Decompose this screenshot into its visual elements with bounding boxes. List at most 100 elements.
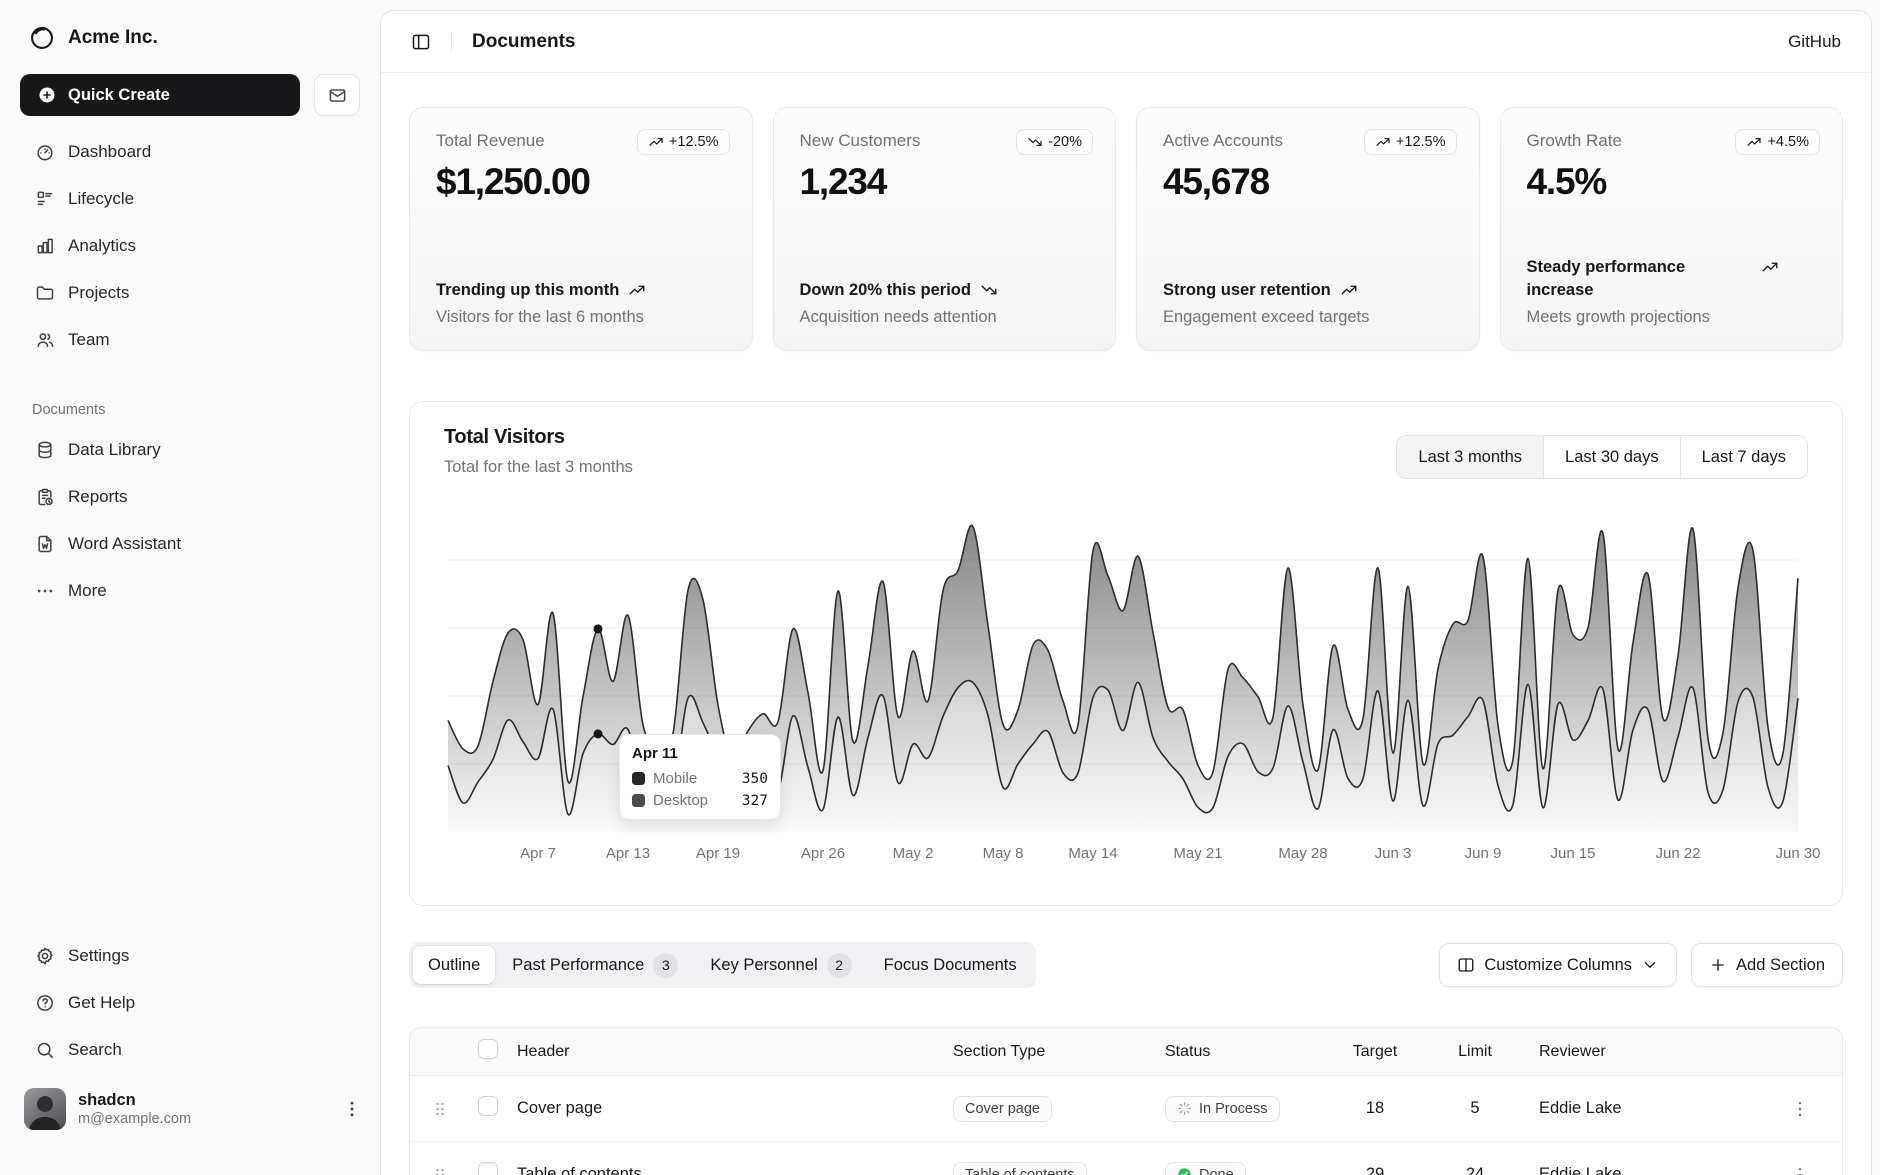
col-status: Status <box>1165 1042 1211 1060</box>
cell-limit[interactable]: 24 <box>1465 1165 1485 1175</box>
search-icon <box>37 1042 53 1058</box>
x-axis-tick: May 14 <box>1068 845 1118 862</box>
sidebar-item-more[interactable]: More <box>20 569 360 613</box>
avatar <box>24 1088 66 1130</box>
row-menu-icon[interactable] <box>1790 1165 1810 1175</box>
tab-focus-documents[interactable]: Focus Documents <box>883 955 1017 974</box>
stat-value: 4.5% <box>1526 161 1608 202</box>
col-reviewer: Reviewer <box>1539 1042 1606 1060</box>
add-section-button[interactable]: Add Section <box>1691 943 1843 987</box>
sidebar-item-data-library[interactable]: Data Library <box>20 428 360 472</box>
x-axis-tick: Jun 30 <box>1775 845 1821 862</box>
cell-target[interactable]: 18 <box>1365 1099 1385 1117</box>
stat-label: Active Accounts <box>1163 131 1284 150</box>
drag-handle-icon[interactable] <box>430 1099 450 1119</box>
x-axis-tick: May 21 <box>1173 845 1223 862</box>
sidebar-item-settings[interactable]: Settings <box>20 934 360 978</box>
mobile-swatch <box>632 772 645 785</box>
report-icon <box>38 488 53 506</box>
status-badge: In Process <box>1165 1095 1280 1122</box>
sidebar-item-projects[interactable]: Projects <box>20 271 360 315</box>
row-checkbox[interactable] <box>478 1162 498 1175</box>
cell-header[interactable]: Table of contents <box>517 1165 642 1175</box>
github-link[interactable]: GitHub <box>1788 31 1841 51</box>
sidebar-nav: Dashboard Lifecycle Analytics Projects <box>20 130 360 362</box>
sidebar-item-dashboard[interactable]: Dashboard <box>20 130 360 174</box>
stat-card-active-accounts: Active Accounts +12.5% 45,678 Strong use… <box>1136 107 1480 351</box>
list-details-icon <box>37 191 53 206</box>
sidebar-toggle-icon[interactable] <box>411 32 431 52</box>
trending-down-icon <box>981 285 997 295</box>
stat-card-total-revenue: Total Revenue +12.5% $1,250.00 Trending … <box>409 107 753 351</box>
customize-columns-button[interactable]: Customize Columns <box>1439 943 1678 987</box>
plus-circle-icon <box>39 87 55 103</box>
tooltip-date: Apr 11 <box>632 745 678 762</box>
chart-title: Total Visitors <box>444 426 565 448</box>
tab-key-personnel[interactable]: Key Personnel 2 <box>695 946 866 984</box>
chart-subtitle: Total for the last 3 months <box>444 458 633 476</box>
row-menu-icon[interactable] <box>1790 1099 1810 1119</box>
range-last-3-months[interactable]: Last 3 months <box>1397 436 1544 478</box>
gear-icon <box>37 947 53 965</box>
quick-create-button[interactable]: Quick Create <box>20 74 300 116</box>
select-all-checkbox[interactable] <box>478 1039 498 1059</box>
x-axis-tick: Jun 3 <box>1374 845 1412 862</box>
x-axis-tick: Apr 19 <box>695 845 741 862</box>
stat-footer-title: Down 20% this period <box>800 279 1090 301</box>
x-axis-tick: Apr 13 <box>605 845 651 862</box>
brand[interactable]: Acme Inc. <box>20 18 360 58</box>
cell-reviewer[interactable]: Eddie Lake <box>1539 1165 1622 1175</box>
sidebar: Acme Inc. Quick Create Dashboard <box>0 0 380 1175</box>
sidebar-item-team[interactable]: Team <box>20 318 360 362</box>
x-axis-tick: May 28 <box>1278 845 1328 862</box>
bar-chart-icon <box>37 238 53 254</box>
range-last-30-days[interactable]: Last 30 days <box>1543 436 1680 478</box>
cell-limit[interactable]: 5 <box>1470 1099 1480 1117</box>
trend-badge: -20% <box>1016 129 1093 155</box>
page-header: Documents GitHub <box>381 11 1871 73</box>
sidebar-item-search[interactable]: Search <box>20 1028 360 1072</box>
cell-target[interactable]: 29 <box>1365 1165 1385 1175</box>
visitors-chart-card: Total Visitors Total for the last 3 mont… <box>409 401 1843 906</box>
row-checkbox[interactable] <box>478 1096 498 1116</box>
desktop-swatch <box>632 794 645 807</box>
area-chart[interactable]: Apr 11 Mobile 350 Desktop 327 Apr 7 Apr 1… <box>410 507 1842 882</box>
users-icon <box>37 333 54 347</box>
trending-up-icon <box>1341 285 1357 295</box>
table-row-table-of-contents[interactable]: Table of contents Table of contents Done… <box>410 1142 1842 1175</box>
cell-reviewer[interactable]: Eddie Lake <box>1539 1099 1622 1117</box>
tab-outline[interactable]: Outline <box>413 946 496 984</box>
range-toggle-group: Last 3 months Last 30 days Last 7 days <box>1396 435 1808 479</box>
stat-label: Total Revenue <box>436 131 545 150</box>
sidebar-item-lifecycle[interactable]: Lifecycle <box>20 177 360 221</box>
quick-create-label: Quick Create <box>68 85 170 104</box>
user-menu-dots-icon[interactable] <box>342 1099 362 1119</box>
cell-header[interactable]: Cover page <box>517 1099 603 1117</box>
mail-icon <box>329 88 345 102</box>
columns-icon <box>1458 958 1474 972</box>
sidebar-item-word-assistant[interactable]: Word Assistant <box>20 522 360 566</box>
sidebar-item-reports[interactable]: Reports <box>20 475 360 519</box>
table-row-cover-page[interactable]: Cover page Cover page In Process 18 5 Ed… <box>410 1076 1842 1142</box>
ellipsis-icon <box>37 589 53 593</box>
sidebar-item-analytics[interactable]: Analytics <box>20 224 360 268</box>
stat-label: Growth Rate <box>1526 131 1622 150</box>
main-panel: Documents GitHub Total Revenue +12.5% $1… <box>380 10 1872 1175</box>
tab-past-performance[interactable]: Past Performance 3 <box>497 946 693 984</box>
brand-logo-icon <box>31 26 53 49</box>
plus-icon <box>1712 959 1724 971</box>
brand-name: Acme Inc. <box>68 27 158 48</box>
tab-count-badge: 2 <box>826 952 852 978</box>
x-axis-tick: Apr 7 <box>520 845 556 862</box>
range-last-7-days[interactable]: Last 7 days <box>1679 436 1807 478</box>
trending-up-icon <box>1376 138 1390 146</box>
sidebar-item-get-help[interactable]: Get Help <box>20 981 360 1025</box>
user-email: m@example.com <box>78 1111 192 1127</box>
drag-handle-icon[interactable] <box>430 1165 450 1175</box>
folder-icon <box>36 286 54 300</box>
trending-up-icon <box>1747 138 1762 146</box>
x-axis-tick: Jun 22 <box>1655 845 1701 862</box>
inbox-button[interactable] <box>314 74 360 116</box>
file-word-icon <box>38 535 52 553</box>
user-menu[interactable]: shadcn m@example.com <box>20 1082 366 1136</box>
